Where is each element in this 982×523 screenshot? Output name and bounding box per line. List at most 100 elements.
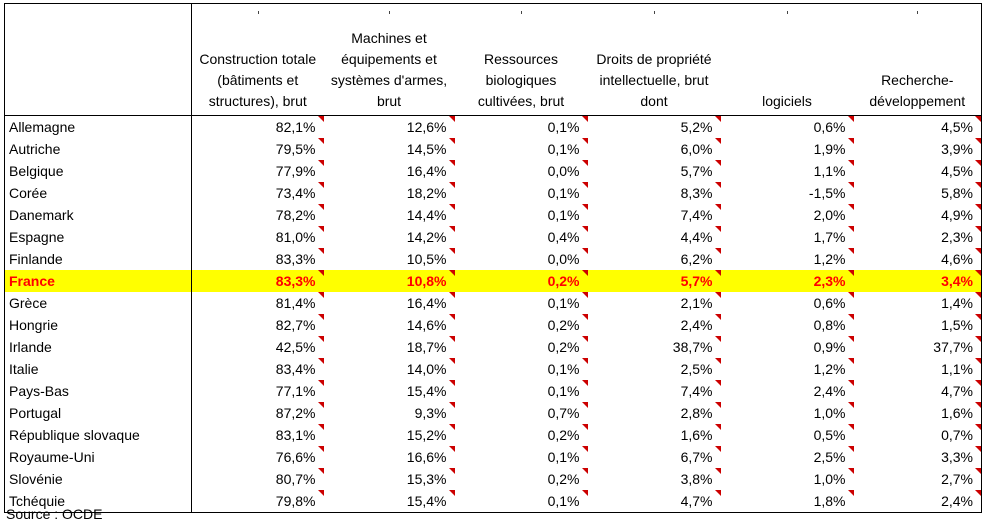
value-cell[interactable]: 1,6% [853,402,982,424]
value-cell[interactable]: 1,0% [721,402,854,424]
value-cell[interactable]: 2,4% [588,314,721,336]
value-cell[interactable]: 16,6% [324,446,455,468]
value-cell[interactable]: 2,0% [721,204,854,226]
value-cell[interactable]: 2,3% [853,226,982,248]
value-cell[interactable]: 5,8% [853,182,982,204]
value-cell[interactable]: 1,9% [721,138,854,160]
value-cell[interactable]: 12,6% [324,115,455,139]
country-cell[interactable]: Grèce [4,292,192,314]
column-header-4[interactable]: Droits de propriété intellectuelle, brut… [587,3,721,116]
value-cell[interactable]: 1,1% [853,358,982,380]
value-cell[interactable]: 1,5% [853,314,982,336]
country-cell[interactable]: République slovaque [4,424,192,446]
value-cell[interactable]: 2,3% [720,270,854,292]
value-cell[interactable]: 0,0% [455,160,588,182]
value-cell[interactable]: 15,4% [324,380,455,402]
value-cell[interactable]: 81,0% [192,226,324,248]
value-cell[interactable]: 2,8% [588,402,721,424]
country-cell[interactable]: France [4,270,192,292]
country-cell[interactable]: Espagne [4,226,192,248]
value-cell[interactable]: 2,7% [853,468,982,490]
column-header-3[interactable]: Ressources biologiques cultivées, brut [454,3,588,116]
header-corner-cell[interactable] [4,3,192,116]
value-cell[interactable]: 0,1% [455,204,588,226]
value-cell[interactable]: 1,7% [721,226,854,248]
value-cell[interactable]: 1,2% [721,358,854,380]
value-cell[interactable]: 0,1% [455,182,588,204]
value-cell[interactable]: 38,7% [588,336,721,358]
value-cell[interactable]: 81,4% [192,292,324,314]
column-header-1[interactable]: Construction totale (bâtiments et struct… [191,3,324,116]
value-cell[interactable]: 0,9% [721,336,854,358]
value-cell[interactable]: 5,7% [588,160,721,182]
value-cell[interactable]: 15,3% [324,468,455,490]
value-cell[interactable]: 14,4% [324,204,455,226]
value-cell[interactable]: 0,7% [455,402,588,424]
country-cell[interactable]: Portugal [4,402,192,424]
country-cell[interactable]: Italie [4,358,192,380]
value-cell[interactable]: 3,9% [853,138,982,160]
value-cell[interactable]: 0,2% [455,468,588,490]
value-cell[interactable]: 7,4% [588,204,721,226]
country-cell[interactable]: Slovénie [4,468,192,490]
value-cell[interactable]: 0,7% [853,424,982,446]
value-cell[interactable]: -1,5% [721,182,854,204]
value-cell[interactable]: 15,4% [323,490,455,513]
column-header-2[interactable]: Machines et équipements et systèmes d'ar… [323,3,455,116]
country-cell[interactable]: Corée [4,182,192,204]
value-cell[interactable]: 37,7% [853,336,982,358]
value-cell[interactable]: 73,4% [192,182,324,204]
country-cell[interactable]: Danemark [4,204,192,226]
value-cell[interactable]: 78,2% [192,204,324,226]
value-cell[interactable]: 1,1% [721,160,854,182]
value-cell[interactable]: 1,4% [853,292,982,314]
value-cell[interactable]: 7,4% [588,380,721,402]
country-cell[interactable]: Royaume-Uni [4,446,192,468]
value-cell[interactable]: 1,6% [588,424,721,446]
country-cell[interactable]: Autriche [4,138,192,160]
value-cell[interactable]: 0,1% [455,138,588,160]
value-cell[interactable]: 8,3% [588,182,721,204]
value-cell[interactable]: 5,2% [588,115,721,139]
value-cell[interactable]: 83,3% [191,270,324,292]
value-cell[interactable]: 82,7% [192,314,324,336]
column-header-5[interactable]: logiciels [720,3,854,116]
value-cell[interactable]: 18,2% [324,182,455,204]
country-cell[interactable]: Tchéquie [4,490,192,513]
value-cell[interactable]: 4,5% [853,115,982,138]
column-header-6[interactable]: Recherche-développement [853,3,982,116]
value-cell[interactable]: 14,0% [324,358,455,380]
value-cell[interactable]: 6,7% [588,446,721,468]
country-cell[interactable]: Belgique [4,160,192,182]
value-cell[interactable]: 2,5% [721,446,854,468]
value-cell[interactable]: 4,6% [853,248,982,270]
value-cell[interactable]: 3,4% [853,270,982,292]
value-cell[interactable]: 79,8% [191,490,324,513]
value-cell[interactable]: 42,5% [192,336,324,358]
country-cell[interactable]: Pays-Bas [4,380,192,402]
value-cell[interactable]: 3,8% [588,468,721,490]
value-cell[interactable]: 0,2% [455,314,588,336]
value-cell[interactable]: 15,2% [324,424,455,446]
value-cell[interactable]: 4,9% [853,204,982,226]
value-cell[interactable]: 0,1% [455,115,588,139]
value-cell[interactable]: 4,5% [853,160,982,182]
value-cell[interactable]: 10,5% [324,248,455,270]
value-cell[interactable]: 83,3% [192,248,324,270]
value-cell[interactable]: 0,5% [721,424,854,446]
value-cell[interactable]: 1,2% [721,248,854,270]
value-cell[interactable]: 0,1% [454,490,588,513]
value-cell[interactable]: 0,6% [721,292,854,314]
value-cell[interactable]: 0,1% [455,446,588,468]
value-cell[interactable]: 16,4% [324,160,455,182]
value-cell[interactable]: 16,4% [324,292,455,314]
value-cell[interactable]: 14,6% [324,314,455,336]
country-cell[interactable]: Hongrie [4,314,192,336]
value-cell[interactable]: 82,1% [192,115,324,139]
value-cell[interactable]: 87,2% [192,402,324,424]
value-cell[interactable]: 0,1% [455,380,588,402]
value-cell[interactable]: 6,0% [588,138,721,160]
country-cell[interactable]: Irlande [4,336,192,358]
value-cell[interactable]: 2,4% [853,490,982,513]
value-cell[interactable]: 0,0% [455,248,588,270]
